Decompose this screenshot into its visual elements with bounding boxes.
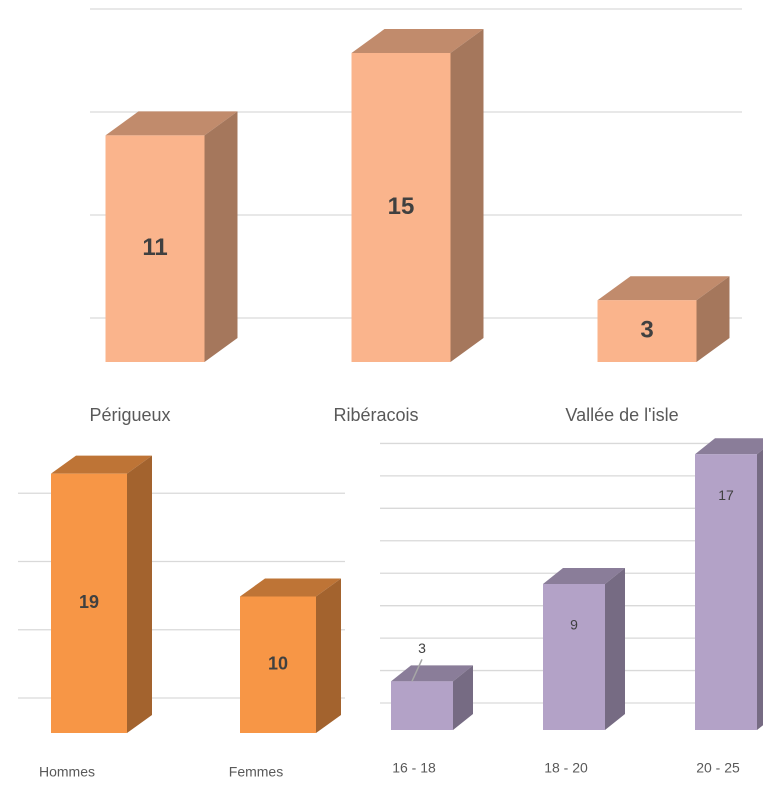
bar-top [240, 578, 341, 597]
x-tick-label: Vallée de l'isle [565, 405, 678, 425]
bar-side [204, 111, 238, 363]
bar [351, 53, 451, 362]
bar-side [127, 455, 152, 733]
leader-line [411, 659, 423, 682]
data-label: 3 [418, 640, 426, 656]
data-label: 15 [388, 193, 415, 220]
bar-side [696, 276, 730, 362]
data-label: 9 [570, 617, 578, 633]
bar [105, 135, 205, 362]
data-label: 10 [268, 654, 288, 674]
bar-side [316, 578, 341, 733]
bar [543, 584, 605, 730]
bar-side [605, 568, 625, 730]
data-label: 11 [142, 234, 167, 261]
bar-top [695, 438, 763, 455]
x-tick-label: Périgueux [89, 405, 170, 425]
data-label: 19 [79, 592, 99, 612]
bar [597, 300, 697, 362]
data-label: 17 [718, 487, 734, 503]
bar-top [543, 568, 625, 584]
bar-top [105, 111, 238, 136]
bar-top [597, 276, 730, 301]
bar-side [453, 665, 473, 730]
data-label: 3 [640, 316, 653, 343]
bar [391, 681, 453, 730]
bar [695, 454, 757, 730]
x-tick-label: 20 - 25 [696, 760, 740, 776]
x-tick-label: Hommes [39, 764, 95, 780]
x-tick-label: 16 - 18 [392, 760, 436, 776]
bar-side [757, 449, 763, 730]
bar-top [391, 665, 473, 682]
bar [240, 596, 316, 733]
x-tick-label: Femmes [229, 764, 283, 780]
bar-top [51, 455, 152, 474]
x-tick-label: 18 - 20 [544, 760, 588, 776]
bar-top [351, 29, 484, 53]
x-tick-label: Ribéracois [333, 405, 418, 425]
bar-side [450, 29, 484, 362]
bar [51, 473, 127, 733]
